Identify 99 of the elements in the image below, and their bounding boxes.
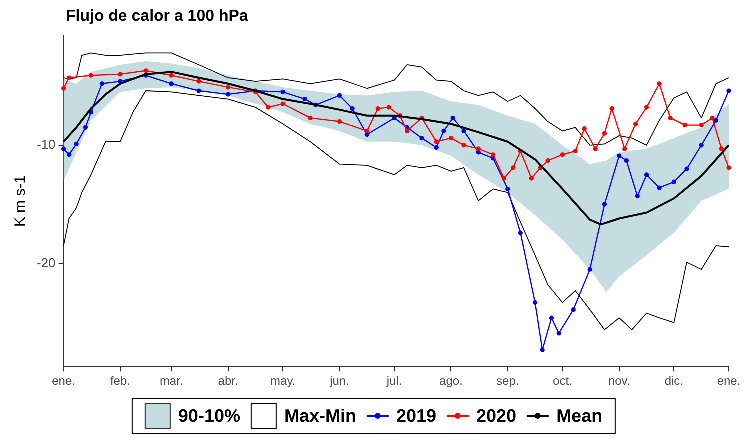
point xyxy=(442,128,446,134)
point xyxy=(546,158,550,164)
point xyxy=(61,146,66,152)
point xyxy=(462,128,466,134)
point xyxy=(657,186,662,190)
chart-title: Flujo de calor a 100 hPa xyxy=(66,8,248,26)
point xyxy=(448,136,454,141)
y-axis-title: K m s-1 xyxy=(12,175,30,228)
point xyxy=(672,180,676,184)
point xyxy=(511,166,516,170)
point xyxy=(540,348,545,352)
point xyxy=(602,131,608,136)
point xyxy=(364,128,370,134)
point xyxy=(169,82,174,86)
point xyxy=(682,123,688,128)
x-tick-label: may. xyxy=(270,374,296,388)
point xyxy=(593,146,598,152)
point xyxy=(88,73,94,78)
point xyxy=(66,152,72,158)
point xyxy=(226,92,231,97)
point xyxy=(588,267,592,272)
point xyxy=(633,122,638,126)
point xyxy=(280,102,286,106)
point xyxy=(657,82,662,86)
point xyxy=(376,106,380,112)
point xyxy=(434,140,439,144)
point xyxy=(226,85,231,90)
point xyxy=(699,143,704,148)
point xyxy=(610,106,614,112)
point xyxy=(450,116,456,121)
point xyxy=(644,172,650,178)
point xyxy=(386,105,392,110)
point xyxy=(66,76,72,80)
point xyxy=(502,176,507,181)
point xyxy=(699,123,704,128)
point xyxy=(337,119,342,124)
point xyxy=(726,88,732,94)
point xyxy=(556,331,562,336)
legend-label: 90-10% xyxy=(178,406,240,426)
x-tick-label: feb. xyxy=(110,374,130,388)
point xyxy=(302,96,308,102)
point xyxy=(529,176,534,181)
legend-label: Mean xyxy=(556,406,603,426)
point xyxy=(532,300,538,306)
point xyxy=(476,146,481,152)
point xyxy=(635,194,640,199)
point xyxy=(622,146,628,152)
point xyxy=(196,88,202,94)
point xyxy=(100,82,104,86)
legend-label: Max-Min xyxy=(284,406,356,426)
legend-label: 2019 xyxy=(396,406,437,426)
point xyxy=(668,116,673,121)
point xyxy=(405,128,410,134)
point xyxy=(560,152,565,158)
point xyxy=(571,308,576,312)
point xyxy=(308,116,313,121)
x-tick-label: mar. xyxy=(160,374,184,388)
point xyxy=(83,125,88,130)
point xyxy=(61,86,66,91)
x-tick-label: ago. xyxy=(440,374,463,388)
point xyxy=(196,79,202,84)
point xyxy=(602,202,608,207)
point xyxy=(710,116,715,121)
point xyxy=(549,316,554,320)
point xyxy=(420,136,424,141)
legend-label: 2020 xyxy=(476,406,517,426)
point xyxy=(490,152,496,158)
point xyxy=(434,145,439,150)
point xyxy=(573,149,578,154)
y-tick-label: -10 xyxy=(36,136,56,152)
point xyxy=(726,166,732,170)
point xyxy=(118,72,123,77)
point xyxy=(350,106,355,112)
point xyxy=(684,166,690,172)
point xyxy=(337,93,342,98)
x-tick-label: jun. xyxy=(329,374,350,388)
x-tick-label: ene. xyxy=(717,374,741,388)
x-tick-label: nov. xyxy=(608,374,630,388)
point xyxy=(144,68,148,74)
point xyxy=(644,105,650,110)
point xyxy=(280,90,286,94)
x-tick-label: abr. xyxy=(218,374,238,388)
x-tick-label: ene. xyxy=(52,374,76,388)
point xyxy=(714,118,719,123)
point xyxy=(582,126,587,132)
point xyxy=(462,143,466,148)
x-tick-label: dic. xyxy=(664,374,684,388)
point xyxy=(617,154,622,158)
point xyxy=(518,230,523,236)
point xyxy=(74,142,79,147)
point xyxy=(719,146,724,152)
x-tick-label: jul. xyxy=(386,374,402,388)
point xyxy=(169,73,174,78)
x-tick-label: oct. xyxy=(553,374,572,388)
point xyxy=(266,105,271,110)
point xyxy=(506,186,510,192)
point xyxy=(624,158,629,164)
y-tick-label: -20 xyxy=(36,255,56,270)
x-tick-label: sep. xyxy=(496,374,520,388)
